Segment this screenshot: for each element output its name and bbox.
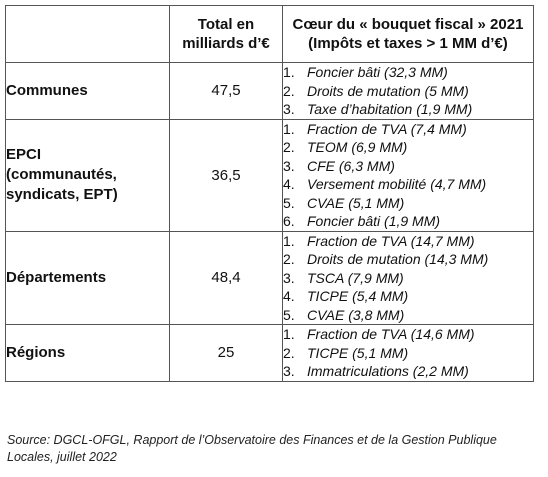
- header-total: Total en milliards d’€: [169, 5, 283, 63]
- header-total-line2: milliards d’€: [182, 35, 270, 52]
- header-bouquet: Cœur du « bouquet fiscal » 2021 (Impôts …: [282, 5, 534, 63]
- item-number: 3.: [283, 157, 295, 174]
- list-item: 4. TICPE (5,4 MM): [283, 287, 533, 306]
- list-item: 2. Droits de mutation (5 MM): [283, 82, 533, 101]
- row-name-line3: syndicats, EPT): [6, 186, 118, 203]
- table-row-epci: EPCI (communautés, syndicats, EPT) 36,5 …: [5, 118, 534, 232]
- item-text: Immatriculations (2,2 MM): [307, 363, 469, 379]
- item-text: TICPE (5,4 MM): [307, 288, 409, 304]
- item-number: 1.: [283, 326, 295, 342]
- row-total: 48,4: [169, 230, 283, 325]
- item-number: 4.: [283, 288, 295, 304]
- list-item: 5. CVAE (5,1 MM): [283, 194, 533, 213]
- item-text: Versement mobilité (4,7 MM): [307, 176, 487, 192]
- list-item: 2. Droits de mutation (14,3 MM): [283, 250, 533, 269]
- item-text: Fraction de TVA (14,6 MM): [307, 326, 475, 342]
- list-item: 1. Foncier bâti (32,3 MM): [283, 63, 533, 82]
- source-line2: Locales, juillet 2022: [7, 450, 117, 464]
- item-number: 2.: [283, 251, 295, 267]
- row-name-line1: EPCI: [6, 146, 42, 163]
- row-total: 36,5: [169, 118, 283, 232]
- list-item: 5. CVAE (3,8 MM): [283, 306, 533, 325]
- row-items: 1. Fraction de TVA (7,4 MM) 2. TEOM (6,9 M…: [282, 118, 534, 232]
- item-number: 3.: [283, 363, 295, 379]
- list-item: 6. Foncier bâti (1,9 MM): [283, 212, 533, 231]
- row-items: 1. Fraction de TVA (14,7 MM) 2. Droits de …: [282, 230, 534, 325]
- row-name-line2: (communautés,: [6, 166, 117, 183]
- list-item: 2. TEOM (6,9 MM): [283, 138, 533, 157]
- row-total: 25: [169, 324, 283, 382]
- item-number: 1.: [283, 64, 295, 80]
- list-item: 4. Versement mobilité (4,7 MM): [283, 175, 533, 194]
- item-number: 4.: [283, 176, 295, 192]
- item-number: 5.: [283, 194, 295, 211]
- row-total: 47,5: [169, 62, 283, 120]
- list-item: 3. Taxe d’habitation (1,9 MM): [283, 100, 533, 119]
- row-name: Communes: [5, 62, 170, 120]
- item-text: Droits de mutation (14,3 MM): [307, 251, 489, 267]
- item-text: Foncier bâti (1,9 MM): [307, 213, 441, 229]
- row-name: Régions: [5, 324, 170, 382]
- item-text: CVAE (5,1 MM): [307, 194, 405, 211]
- item-text: Droits de mutation (5 MM): [307, 82, 469, 99]
- row-items: 1. Foncier bâti (32,3 MM) 2. Droits de mut…: [282, 62, 534, 120]
- source-line1: Source: DGCL-OFGL, Rapport de l’Observat…: [7, 433, 497, 447]
- item-number: 3.: [283, 269, 295, 286]
- item-number: 1.: [283, 120, 295, 137]
- item-text: TEOM (6,9 MM): [307, 139, 408, 155]
- list-item: 1. Fraction de TVA (14,6 MM): [283, 325, 533, 344]
- fiscal-bouquet-table: Total en milliards d’€ Cœur du « bouquet…: [5, 5, 534, 382]
- item-number: 6.: [283, 213, 295, 229]
- header-row: Total en milliards d’€ Cœur du « bouquet…: [5, 5, 534, 63]
- item-number: 3.: [283, 101, 295, 117]
- table-row-communes: Communes 47,5 1. Foncier bâti (32,3 MM) 2…: [5, 62, 534, 120]
- list-item: 3. CFE (6,3 MM): [283, 157, 533, 176]
- item-text: CVAE (3,8 MM): [307, 306, 405, 323]
- item-text: Fraction de TVA (7,4 MM): [307, 120, 467, 137]
- table-row-regions: Régions 25 1. Fraction de TVA (14,6 MM) 2…: [5, 324, 534, 382]
- row-name: EPCI (communautés, syndicats, EPT): [5, 118, 170, 232]
- item-text: Fraction de TVA (14,7 MM): [307, 232, 475, 249]
- list-item: 3. Immatriculations (2,2 MM): [283, 362, 533, 381]
- item-text: Foncier bâti (32,3 MM): [307, 64, 448, 80]
- item-number: 1.: [283, 232, 295, 249]
- source-note: Source: DGCL-OFGL, Rapport de l’Observat…: [7, 432, 527, 466]
- list-item: 3. TSCA (7,9 MM): [283, 269, 533, 288]
- header-total-line1: Total en: [197, 16, 255, 33]
- item-number: 5.: [283, 306, 295, 323]
- list-item: 1. Fraction de TVA (7,4 MM): [283, 120, 533, 139]
- row-items: 1. Fraction de TVA (14,6 MM) 2. TICPE (5,1…: [282, 324, 534, 382]
- header-bouquet-line2: (Impôts et taxes > 1 MM d’€): [308, 35, 508, 52]
- item-text: TICPE (5,1 MM): [307, 344, 409, 361]
- table-row-departements: Départements 48,4 1. Fraction de TVA (14,…: [5, 230, 534, 325]
- list-item: 1. Fraction de TVA (14,7 MM): [283, 232, 533, 251]
- item-text: CFE (6,3 MM): [307, 157, 395, 174]
- header-empty-cell: [5, 5, 170, 63]
- list-item: 2. TICPE (5,1 MM): [283, 344, 533, 363]
- row-name: Départements: [5, 230, 170, 325]
- item-text: TSCA (7,9 MM): [307, 269, 404, 286]
- item-number: 2.: [283, 82, 295, 99]
- item-text: Taxe d’habitation (1,9 MM): [307, 101, 473, 117]
- item-number: 2.: [283, 139, 295, 155]
- item-number: 2.: [283, 344, 295, 361]
- header-bouquet-line1: Cœur du « bouquet fiscal » 2021: [292, 16, 524, 33]
